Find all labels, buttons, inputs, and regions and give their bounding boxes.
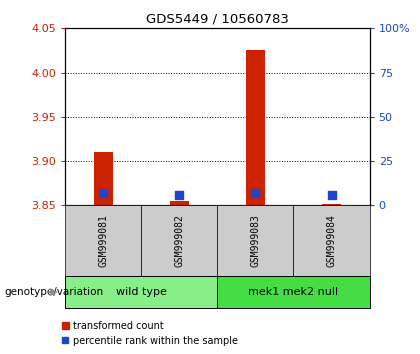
- Title: GDS5449 / 10560783: GDS5449 / 10560783: [146, 13, 289, 26]
- Bar: [170, 201, 189, 205]
- Bar: [218, 205, 294, 276]
- Bar: [94, 152, 113, 205]
- Bar: [65, 205, 141, 276]
- Bar: [65, 276, 218, 308]
- Bar: [141, 205, 218, 276]
- Bar: [294, 205, 370, 276]
- Legend: transformed count, percentile rank within the sample: transformed count, percentile rank withi…: [62, 321, 238, 346]
- Bar: [246, 50, 265, 205]
- Text: GSM999082: GSM999082: [174, 214, 184, 267]
- Point: [252, 190, 259, 196]
- Point: [176, 192, 183, 198]
- Text: mek1 mek2 null: mek1 mek2 null: [248, 287, 339, 297]
- Text: wild type: wild type: [116, 287, 167, 297]
- Text: GSM999083: GSM999083: [250, 214, 260, 267]
- Text: GSM999081: GSM999081: [98, 214, 108, 267]
- Bar: [218, 276, 370, 308]
- Point: [328, 192, 335, 198]
- Point: [100, 190, 107, 196]
- Text: GSM999084: GSM999084: [326, 214, 336, 267]
- Text: genotype/variation: genotype/variation: [4, 287, 103, 297]
